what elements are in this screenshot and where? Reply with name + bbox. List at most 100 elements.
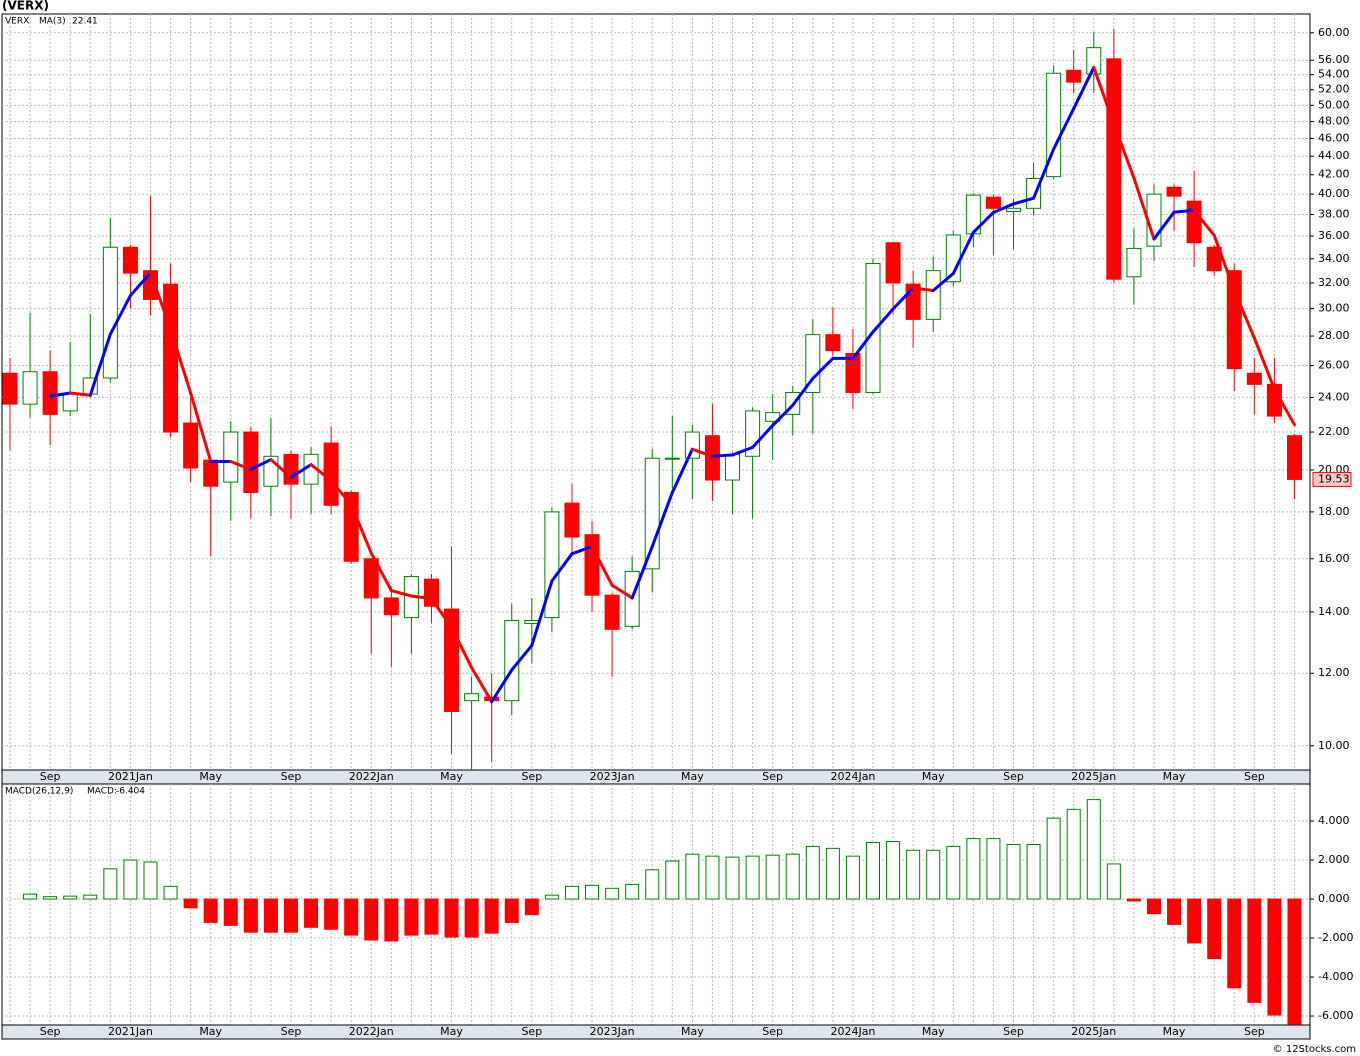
candle-body bbox=[1286, 435, 1302, 480]
legend-value: 22.41 bbox=[72, 17, 98, 27]
bar bbox=[223, 898, 238, 926]
bar bbox=[143, 861, 158, 900]
ma-segment bbox=[1212, 233, 1236, 292]
bar bbox=[504, 898, 519, 923]
ma-segment bbox=[710, 453, 735, 458]
candle-body bbox=[464, 693, 480, 702]
ma-segment bbox=[68, 391, 92, 397]
ma-segment bbox=[389, 589, 413, 598]
last-price-box bbox=[1312, 471, 1352, 487]
bar bbox=[524, 898, 539, 916]
candle-body bbox=[1166, 186, 1182, 197]
bar bbox=[344, 898, 359, 936]
ma-segment bbox=[610, 583, 634, 600]
panel-frame bbox=[1, 13, 1311, 771]
y-tick-label: 52.00 bbox=[1318, 83, 1350, 96]
ma-segment bbox=[951, 230, 975, 275]
bar bbox=[304, 898, 319, 928]
candle-body bbox=[203, 459, 219, 487]
y-tick-label: 38.00 bbox=[1318, 208, 1350, 221]
ma-segment bbox=[450, 625, 474, 670]
bar bbox=[845, 855, 860, 900]
bar bbox=[605, 887, 620, 900]
bar bbox=[1086, 799, 1101, 900]
bar bbox=[1106, 863, 1121, 900]
bar bbox=[564, 885, 579, 900]
bar bbox=[1267, 898, 1282, 1016]
x-tick-label: May bbox=[922, 770, 945, 783]
ma-segment bbox=[1112, 122, 1136, 180]
y-tick-label: 10.00 bbox=[1318, 739, 1350, 752]
x-tick-label: May bbox=[199, 1025, 222, 1038]
ma-segment bbox=[670, 447, 694, 494]
y-tick-label: 14.00 bbox=[1318, 605, 1350, 618]
bar bbox=[1026, 843, 1041, 900]
bar bbox=[1247, 898, 1262, 1003]
bar bbox=[725, 856, 740, 900]
candle-body bbox=[644, 457, 660, 570]
legend-entry: MACD: bbox=[87, 787, 117, 797]
x-tick-label: Sep bbox=[1244, 770, 1265, 783]
ma-segment bbox=[851, 330, 875, 360]
bar bbox=[1207, 898, 1222, 960]
date-band bbox=[1, 1024, 1311, 1040]
bar bbox=[464, 898, 479, 938]
ma-segment bbox=[1012, 196, 1036, 206]
candle-body bbox=[444, 608, 460, 713]
bar bbox=[986, 838, 1001, 900]
chart-title: (VERX) bbox=[2, 0, 49, 13]
candle-body bbox=[664, 457, 680, 460]
ma-segment bbox=[229, 460, 253, 471]
bar bbox=[103, 868, 118, 900]
y-tick-label: 60.00 bbox=[1318, 26, 1350, 39]
candle-body bbox=[122, 246, 138, 274]
bar bbox=[946, 845, 961, 900]
candle-body bbox=[504, 620, 520, 702]
y-tick-label: 22.00 bbox=[1318, 425, 1350, 438]
ma-segment bbox=[931, 271, 955, 292]
bar bbox=[83, 894, 98, 900]
ma-segment bbox=[911, 286, 935, 292]
candle-body bbox=[423, 578, 439, 607]
ma-segment bbox=[1252, 336, 1276, 391]
candle-body bbox=[283, 453, 299, 485]
bar bbox=[63, 895, 78, 900]
bar bbox=[43, 896, 58, 900]
candle-body bbox=[1186, 200, 1202, 244]
bar bbox=[324, 898, 339, 930]
bar bbox=[1006, 843, 1021, 900]
x-tick-label: 2021Jan bbox=[108, 1025, 153, 1038]
y-tick-label: 2.000 bbox=[1318, 853, 1350, 866]
bar bbox=[484, 898, 499, 934]
x-tick-label: May bbox=[922, 1025, 945, 1038]
candle-body bbox=[183, 422, 199, 469]
candle-body bbox=[845, 353, 861, 393]
x-tick-label: 2022Jan bbox=[349, 1025, 394, 1038]
bar bbox=[23, 893, 38, 900]
y-tick-label: 56.00 bbox=[1318, 53, 1350, 66]
bar bbox=[625, 883, 640, 900]
x-tick-label: May bbox=[681, 1025, 704, 1038]
bar bbox=[966, 838, 981, 900]
y-tick-label: 44.00 bbox=[1318, 149, 1350, 162]
x-tick-label: May bbox=[199, 770, 222, 783]
ma-segment bbox=[169, 327, 193, 395]
ma-segment bbox=[871, 307, 895, 334]
candle-body bbox=[985, 196, 1001, 209]
ma-segment bbox=[791, 376, 815, 407]
ma-segment bbox=[1192, 208, 1216, 237]
bar bbox=[1287, 898, 1302, 1025]
ma-segment bbox=[329, 479, 353, 507]
candle-body bbox=[564, 502, 580, 538]
candle-body bbox=[223, 431, 239, 483]
legend-value: -6.404 bbox=[116, 787, 145, 797]
x-tick-label: Sep bbox=[1244, 1025, 1265, 1038]
candle-body bbox=[865, 263, 881, 393]
x-tick-label: 2024Jan bbox=[830, 770, 875, 783]
x-tick-label: May bbox=[1163, 770, 1186, 783]
ma-segment bbox=[690, 447, 714, 458]
y-tick-label: 16.00 bbox=[1318, 552, 1350, 565]
bar bbox=[785, 853, 800, 900]
ma-segment bbox=[550, 552, 574, 583]
bar bbox=[424, 898, 439, 935]
